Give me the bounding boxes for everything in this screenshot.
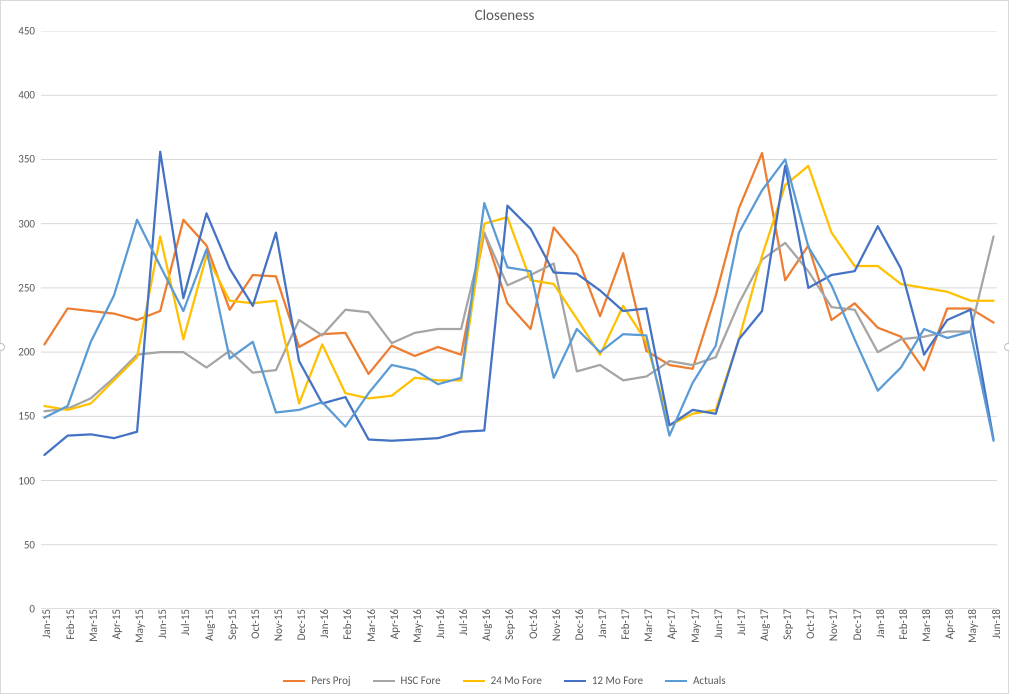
x-axis-tick-label: Sep-16 bbox=[501, 609, 516, 640]
y-axis-tick-label: 350 bbox=[18, 153, 41, 166]
x-axis-tick-label: Apr-16 bbox=[386, 609, 401, 639]
y-axis-tick-label: 150 bbox=[18, 410, 41, 423]
chart-legend: Pers Proj HSC Fore 24 Mo Fore 12 Mo Fore Act… bbox=[1, 674, 1008, 687]
legend-item[interactable]: 12 Mo Fore bbox=[564, 674, 643, 687]
x-axis-tick-label: Jun-17 bbox=[710, 609, 725, 639]
x-axis-tick-label: Jan-18 bbox=[872, 609, 887, 638]
series-line bbox=[44, 159, 993, 440]
x-axis-tick-label: Jun-16 bbox=[432, 609, 447, 639]
plot-area: 050100150200250300350400450 Jan-15Feb-15… bbox=[41, 31, 997, 609]
x-axis-tick-label: May-16 bbox=[409, 609, 424, 643]
legend-swatch bbox=[665, 680, 687, 682]
x-axis-tick-label: Apr-17 bbox=[663, 609, 678, 639]
y-axis-tick-label: 100 bbox=[18, 474, 41, 487]
x-axis-tick-label: May-17 bbox=[687, 609, 702, 643]
x-axis-tick-label: Dec-17 bbox=[849, 609, 864, 640]
x-axis-tick-label: Jul-17 bbox=[733, 609, 748, 635]
x-axis-tick-label: Oct-15 bbox=[247, 609, 262, 639]
x-axis-tick-label: Nov-16 bbox=[548, 609, 563, 641]
chart-title: Closeness bbox=[1, 7, 1008, 25]
legend-swatch bbox=[564, 680, 586, 682]
x-axis-tick-label: May-18 bbox=[964, 609, 979, 643]
legend-label: 24 Mo Fore bbox=[491, 674, 542, 687]
y-axis-tick-label: 300 bbox=[18, 217, 41, 230]
series-line bbox=[44, 153, 993, 374]
x-axis-tick-label: Oct-17 bbox=[802, 609, 817, 639]
x-axis-tick-label: Sep-15 bbox=[224, 609, 239, 640]
chart-container: Closeness 050100150200250300350400450 Ja… bbox=[0, 0, 1009, 694]
x-axis-tick-label: Nov-15 bbox=[270, 609, 285, 641]
legend-item[interactable]: Actuals bbox=[665, 674, 726, 687]
legend-label: HSC Fore bbox=[401, 674, 441, 687]
x-axis-tick-label: Feb-18 bbox=[895, 609, 910, 640]
legend-swatch bbox=[463, 680, 485, 682]
x-axis-tick-label: Sep-17 bbox=[779, 609, 794, 640]
chart-svg bbox=[41, 31, 997, 609]
legend-label: Actuals bbox=[693, 674, 726, 687]
resize-handle-right[interactable] bbox=[1004, 343, 1009, 351]
x-axis-tick-label: Aug-16 bbox=[478, 609, 493, 641]
y-axis-tick-label: 50 bbox=[24, 538, 41, 551]
y-axis-tick-label: 450 bbox=[18, 25, 41, 38]
x-axis-tick-label: Aug-17 bbox=[756, 609, 771, 641]
x-axis-tick-label: Feb-17 bbox=[617, 609, 632, 640]
legend-swatch bbox=[373, 680, 395, 682]
x-axis-tick-label: Jan-15 bbox=[38, 609, 53, 638]
legend-label: Pers Proj bbox=[311, 674, 350, 687]
x-axis-tick-label: Mar-15 bbox=[85, 609, 100, 642]
x-axis-tick-label: Nov-17 bbox=[825, 609, 840, 641]
x-axis-tick-label: Jul-15 bbox=[177, 609, 192, 635]
x-axis-tick-label: Jun-18 bbox=[988, 609, 1003, 639]
x-axis-tick-label: Feb-15 bbox=[62, 609, 77, 640]
x-axis-tick-label: Jun-15 bbox=[154, 609, 169, 639]
x-axis-tick-label: Mar-18 bbox=[918, 609, 933, 642]
x-axis-tick-label: Jul-16 bbox=[455, 609, 470, 635]
legend-swatch bbox=[283, 680, 305, 682]
legend-item[interactable]: HSC Fore bbox=[373, 674, 441, 687]
x-axis-tick-label: Aug-15 bbox=[201, 609, 216, 641]
x-axis-tick-label: Apr-15 bbox=[108, 609, 123, 639]
series-line bbox=[44, 166, 993, 425]
x-axis-tick-label: May-15 bbox=[131, 609, 146, 643]
x-axis-tick-label: Oct-16 bbox=[525, 609, 540, 639]
x-axis-tick-label: Jan-16 bbox=[316, 609, 331, 638]
x-axis-tick-label: Feb-16 bbox=[339, 609, 354, 640]
legend-item[interactable]: 24 Mo Fore bbox=[463, 674, 542, 687]
legend-item[interactable]: Pers Proj bbox=[283, 674, 350, 687]
x-axis-tick-label: Mar-16 bbox=[363, 609, 378, 642]
legend-label: 12 Mo Fore bbox=[592, 674, 643, 687]
y-axis-tick-label: 200 bbox=[18, 346, 41, 359]
y-axis-tick-label: 250 bbox=[18, 281, 41, 294]
x-axis-tick-label: Dec-16 bbox=[571, 609, 586, 640]
resize-handle-left[interactable] bbox=[0, 343, 5, 351]
x-axis-tick-label: Dec-15 bbox=[293, 609, 308, 640]
x-axis-tick-label: Jan-17 bbox=[594, 609, 609, 638]
x-axis-tick-label: Mar-17 bbox=[640, 609, 655, 642]
x-axis-tick-label: Apr-18 bbox=[941, 609, 956, 639]
y-axis-tick-label: 400 bbox=[18, 89, 41, 102]
